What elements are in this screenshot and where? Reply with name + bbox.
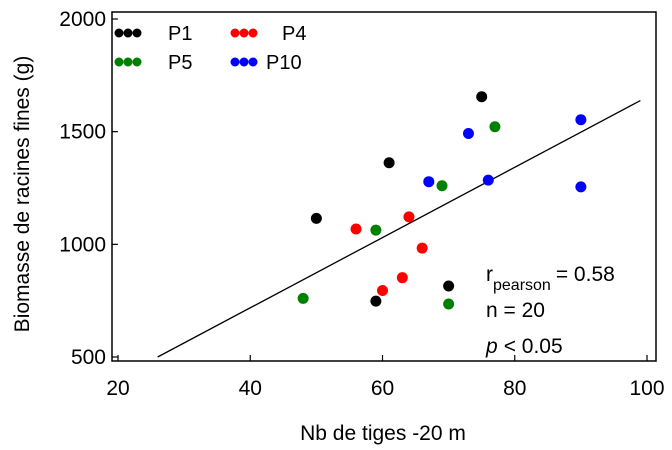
legend-item-p1: P1: [114, 23, 192, 45]
point-p5: [443, 298, 455, 310]
y-tick-label: 1500: [59, 121, 106, 144]
point-p5: [489, 121, 501, 133]
legend-marker: [248, 28, 258, 38]
x-tick-label: 60: [371, 377, 394, 400]
point-p4: [416, 242, 428, 254]
legend-marker: [123, 57, 133, 67]
y-tick-label: 500: [71, 346, 106, 369]
point-p1: [443, 280, 455, 292]
legend-label: P10: [266, 52, 302, 74]
axis-ticks: 20 40 60 80 100 500 1000 1500 2000: [59, 8, 664, 400]
legend-label: P5: [168, 52, 192, 74]
y-axis-title: Biomasse de racines fines (g): [11, 56, 34, 333]
legend-item-p4: P4: [230, 23, 306, 45]
point-p1: [370, 295, 382, 307]
legend-marker: [248, 57, 258, 67]
data-points: [297, 91, 587, 310]
point-p4: [350, 223, 362, 235]
point-p1: [383, 157, 395, 169]
point-p5: [297, 292, 309, 304]
stats-annotation: rpearson = 0.58 n = 20 p < 0.05: [485, 263, 615, 358]
x-tick-label: 40: [239, 377, 262, 400]
point-p1: [310, 212, 322, 224]
plot-frame: [111, 11, 657, 362]
x-tick-label: 100: [629, 377, 664, 400]
point-p10: [482, 174, 494, 186]
legend-label: P1: [168, 23, 192, 45]
regression-layer: [157, 99, 641, 358]
x-tick-label: 20: [106, 377, 129, 400]
x-axis-title: Nb de tiges -20 m: [300, 422, 466, 445]
legend: P1 P4 P5 P10: [114, 23, 306, 74]
legend-marker: [114, 28, 124, 38]
point-p4: [377, 285, 388, 297]
legend-marker: [239, 57, 249, 67]
legend-marker: [230, 28, 240, 38]
point-p5: [370, 224, 382, 236]
n-label: n = 20: [486, 299, 545, 322]
point-p10: [575, 114, 587, 126]
legend-marker: [132, 57, 142, 67]
r-value: = 0.58: [556, 263, 615, 286]
legend-marker: [123, 28, 133, 38]
x-tick-label: 80: [503, 377, 526, 400]
r-symbol: r: [486, 263, 493, 286]
point-p10: [423, 176, 435, 188]
point-p5: [436, 180, 448, 192]
point-p4: [403, 211, 415, 223]
y-tick-label: 2000: [59, 8, 106, 31]
r-pearson-label: rpearson = 0.58: [486, 263, 615, 294]
legend-item-p5: P5: [114, 52, 192, 74]
point-p1: [476, 91, 488, 103]
legend-marker: [230, 57, 240, 67]
r-subscript: pearson: [493, 277, 551, 294]
p-label: p < 0.05: [485, 335, 563, 358]
point-p10: [462, 127, 474, 139]
point-p4: [396, 272, 408, 284]
y-tick-label: 1000: [59, 233, 106, 256]
legend-marker: [114, 57, 124, 67]
legend-label: P4: [282, 23, 306, 45]
p-symbol: p: [485, 335, 498, 358]
regression-line: [157, 99, 641, 358]
legend-marker: [239, 28, 249, 38]
legend-item-p10: P10: [230, 52, 302, 74]
point-p10: [575, 181, 587, 193]
legend-marker: [132, 28, 142, 38]
p-rest: < 0.05: [504, 335, 563, 358]
